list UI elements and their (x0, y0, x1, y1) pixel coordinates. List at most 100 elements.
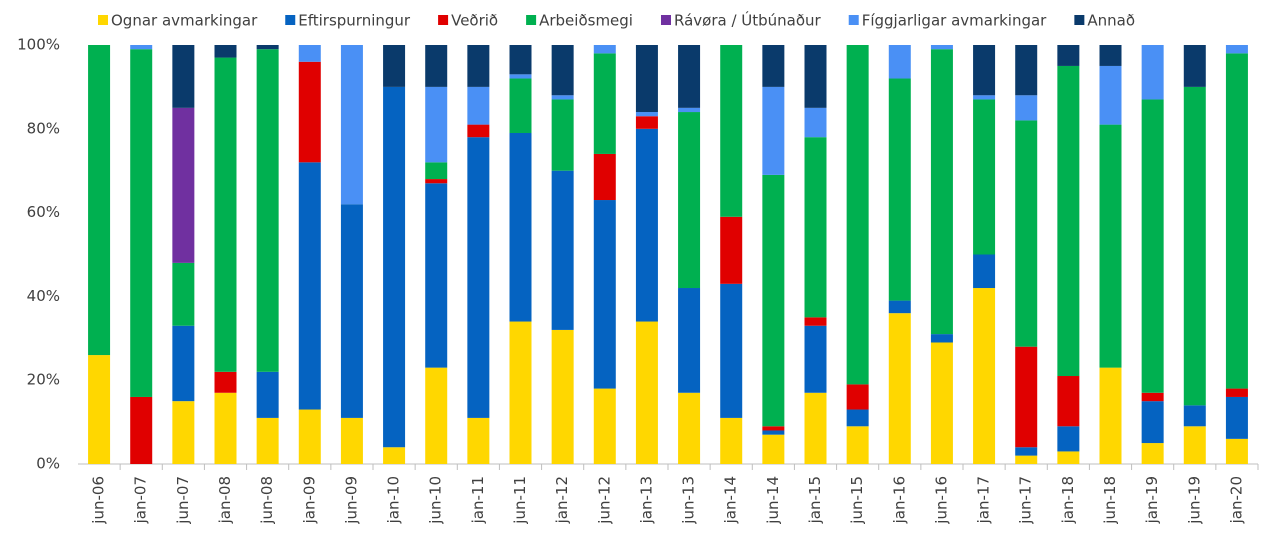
bar-segment (804, 325, 827, 393)
bar-segment (1099, 65, 1122, 125)
bar-segment (1141, 392, 1164, 402)
bar-segment (1015, 95, 1038, 121)
bar-segment (214, 371, 237, 393)
bar-segment (762, 45, 785, 87)
bar-segment (1141, 99, 1164, 393)
bar-segment (383, 86, 406, 448)
bar-segment (383, 447, 406, 464)
bar-segment (678, 392, 701, 464)
x-tick-label: jun-18 (1101, 476, 1119, 525)
bar-segment (172, 401, 195, 464)
bar-segment (1225, 45, 1248, 54)
x-tick-label: jan-15 (806, 476, 824, 524)
bar-segment (1015, 120, 1038, 347)
bar-segment (509, 132, 532, 322)
y-tick-label: 0% (36, 455, 60, 473)
bar-segment (804, 137, 827, 318)
x-tick-label: jun-16 (932, 476, 950, 525)
legend-swatch (98, 15, 108, 25)
legend-swatch (438, 15, 449, 25)
bar-segment (509, 321, 532, 464)
bar-segment (1225, 388, 1248, 397)
x-tick-label: jan-13 (637, 476, 655, 524)
bar-segment (762, 174, 785, 427)
x-tick-label: jun-17 (1017, 476, 1035, 525)
bar-segment (593, 200, 616, 389)
bar-segment (298, 61, 321, 163)
bar-segment (635, 128, 658, 322)
bar-segment (846, 426, 869, 464)
bar-segment (973, 288, 996, 464)
bar-segment (888, 313, 911, 464)
bar-segment (340, 204, 363, 418)
y-tick-label: 100% (17, 36, 60, 54)
bar-segment (172, 107, 195, 263)
bar-segment (888, 45, 911, 79)
bar-segment (1057, 451, 1080, 464)
bar-segment (888, 300, 911, 314)
bar-segment (678, 288, 701, 393)
bar-segment (1183, 86, 1206, 406)
bar-segment (88, 355, 111, 464)
bar-segment (214, 392, 237, 464)
bar-segment (804, 392, 827, 464)
x-tick-label: jun-09 (342, 476, 360, 525)
x-tick-label: jan-19 (1143, 476, 1161, 524)
legend-label: Arbeiðsmegi (539, 12, 633, 30)
bar-segment (425, 45, 448, 87)
legend-swatch (285, 15, 296, 25)
bar-segment (1183, 405, 1206, 427)
bar-segment (551, 95, 574, 100)
bar-segment (340, 417, 363, 464)
bar-segment (1183, 426, 1206, 464)
x-tick-label: jun-08 (258, 476, 276, 525)
bar-segment (762, 426, 785, 431)
bar-segment (1183, 45, 1206, 87)
bar-segment (467, 124, 490, 138)
bar-segment (172, 325, 195, 402)
x-tick-label: jan-07 (132, 476, 150, 524)
bar-segment (467, 86, 490, 125)
y-tick-label: 20% (27, 371, 60, 389)
bar-segment (551, 329, 574, 464)
bar-segment (678, 112, 701, 289)
bar-segment (1015, 455, 1038, 464)
x-tick-label: jun-07 (174, 476, 192, 525)
x-tick-label: jan-12 (553, 476, 571, 524)
bar-segment (973, 95, 996, 100)
bar-segment (1057, 65, 1080, 377)
bar-segment (1225, 53, 1248, 389)
bar-segment (467, 417, 490, 464)
bar-segment (1015, 346, 1038, 448)
y-tick-label: 40% (27, 287, 60, 305)
bar-segment (888, 78, 911, 301)
x-tick-label: jan-08 (216, 476, 234, 524)
bar-segment (256, 417, 279, 464)
bar-segment (1015, 447, 1038, 456)
bar-segment (509, 74, 532, 79)
bar-segment (130, 396, 153, 464)
bar-segment (551, 99, 574, 171)
bar-segment (1141, 443, 1164, 464)
bar-segment (509, 45, 532, 75)
legend-label: Veðrið (451, 12, 498, 30)
bar-segment (973, 99, 996, 255)
bar-segment (425, 86, 448, 163)
legend-swatch (1074, 15, 1085, 25)
x-tick-label: jan-18 (1059, 476, 1077, 524)
bar-segment (678, 107, 701, 113)
x-tick-label: jun-06 (90, 476, 108, 525)
bar-segment (1057, 45, 1080, 66)
bar-segment (425, 179, 448, 184)
bar-segment (467, 137, 490, 418)
legend-label: Fíggjarligar avmarkingar (862, 12, 1047, 30)
legend-label: Ognar avmarkingar (111, 12, 258, 30)
bar-segment (593, 45, 616, 54)
x-tick-label: jun-13 (680, 476, 698, 525)
bar-segment (720, 283, 743, 418)
legend-swatch (526, 15, 537, 25)
bar-segment (846, 384, 869, 410)
x-tick-label: jan-20 (1227, 476, 1245, 524)
legend-label: Eftirspurningur (298, 12, 411, 30)
bar-segment (1015, 45, 1038, 96)
